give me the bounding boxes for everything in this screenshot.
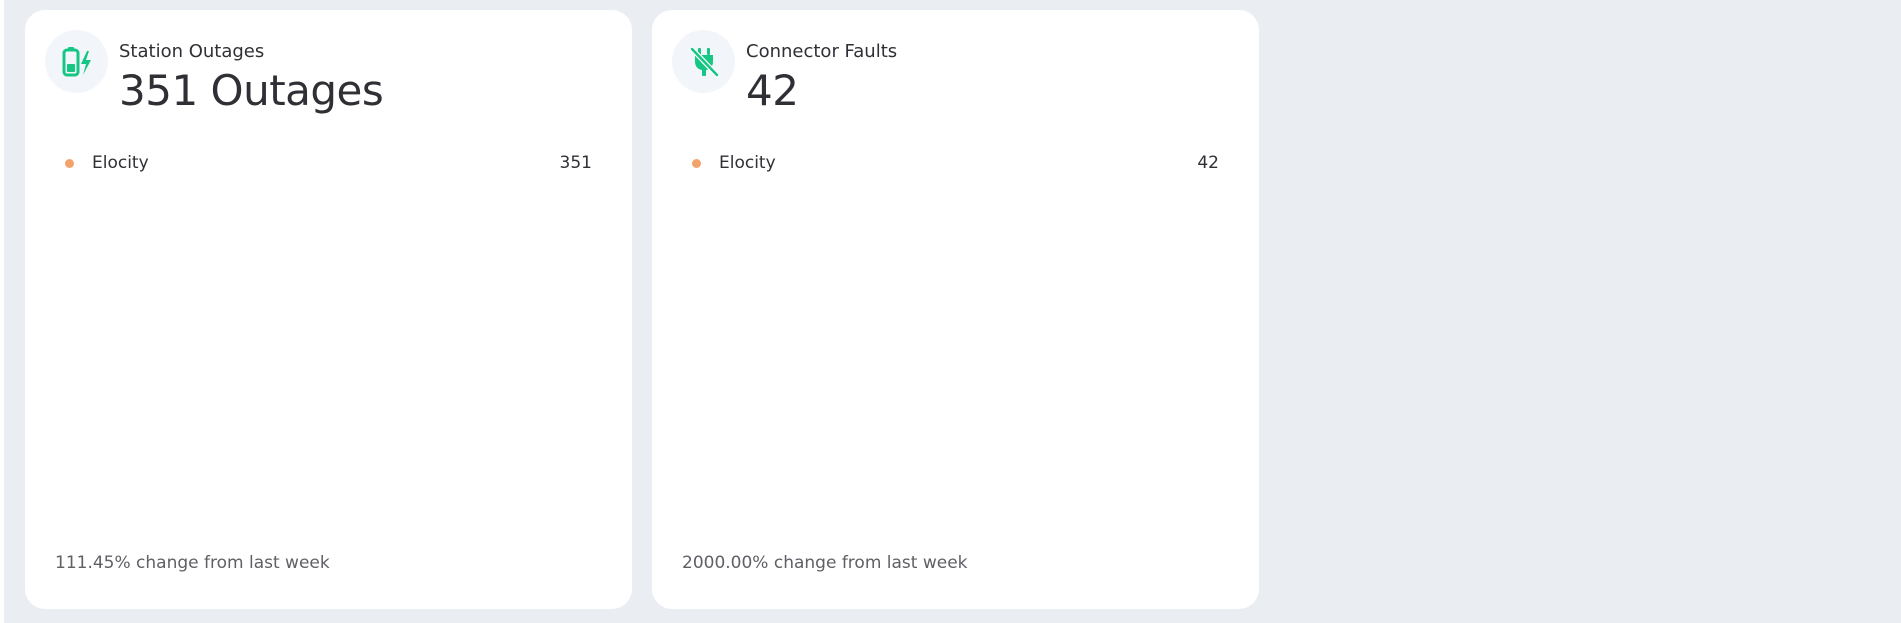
battery-charging-icon: [45, 30, 108, 93]
card-label: Connector Faults: [746, 41, 898, 62]
card-value: 42: [746, 66, 799, 115]
card-label: Station Outages: [119, 41, 265, 62]
legend-name: Elocity: [92, 153, 149, 173]
plug-off-icon: [672, 30, 735, 93]
legend-count: 42: [1197, 153, 1219, 173]
station-outages-card: Station Outages 351 Outages Elocity 351 …: [25, 10, 632, 609]
weekly-change-text: 2000.00% change from last week: [682, 553, 968, 573]
legend-name: Elocity: [719, 153, 776, 173]
page-left-edge: [0, 0, 4, 623]
connector-faults-card: Connector Faults 42 Elocity 42 2000.00% …: [652, 10, 1259, 609]
legend-dot: [65, 159, 74, 168]
legend-item: Elocity 351: [65, 153, 592, 175]
weekly-change-text: 111.45% change from last week: [55, 553, 330, 573]
legend-count: 351: [559, 153, 592, 173]
legend-item: Elocity 42: [692, 153, 1219, 175]
legend-dot: [692, 159, 701, 168]
card-value: 351 Outages: [119, 66, 384, 115]
